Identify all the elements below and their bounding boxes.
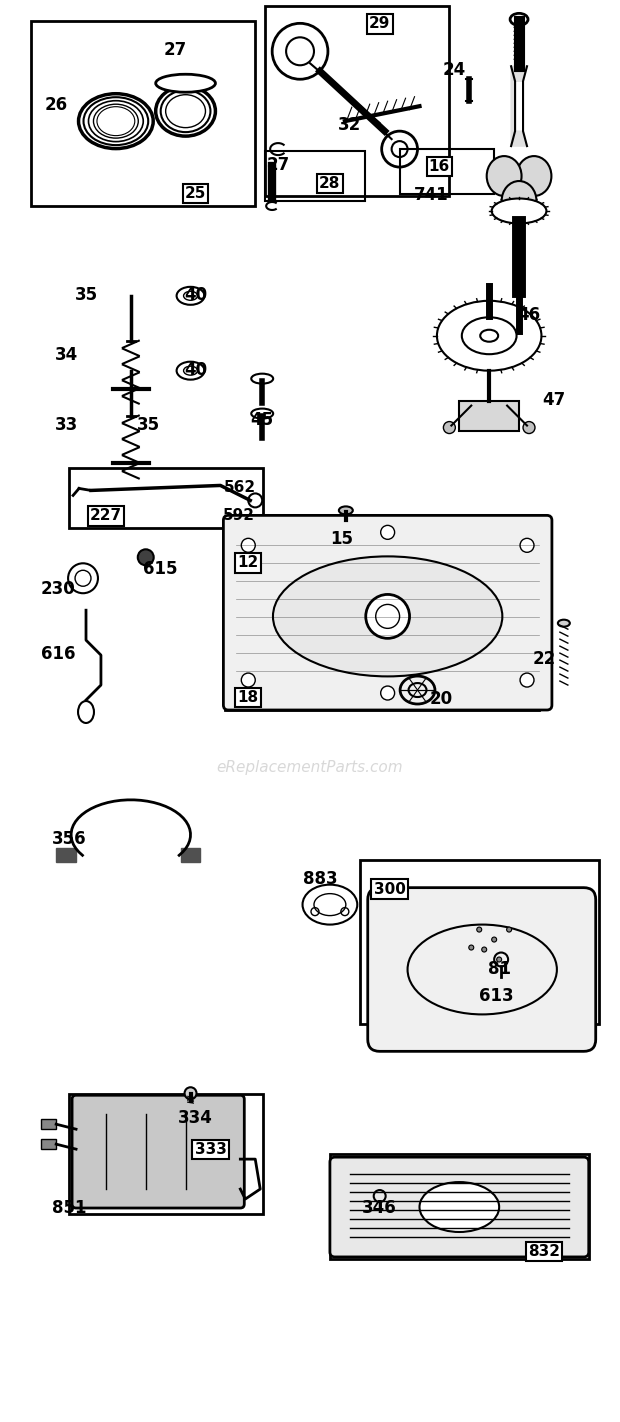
Text: 15: 15 bbox=[330, 530, 353, 549]
Text: 12: 12 bbox=[237, 556, 259, 570]
Bar bbox=[41, 1139, 56, 1149]
Bar bbox=[330, 1155, 589, 1258]
Circle shape bbox=[366, 594, 410, 638]
Text: 28: 28 bbox=[319, 176, 340, 191]
Text: 45: 45 bbox=[250, 411, 274, 428]
Ellipse shape bbox=[487, 156, 521, 196]
Text: 230: 230 bbox=[41, 580, 76, 599]
Text: 46: 46 bbox=[518, 306, 541, 324]
Text: 300: 300 bbox=[374, 882, 405, 897]
Circle shape bbox=[469, 946, 474, 950]
Ellipse shape bbox=[273, 556, 502, 677]
Text: 29: 29 bbox=[369, 17, 391, 31]
Ellipse shape bbox=[251, 374, 273, 384]
Bar bbox=[265, 6, 450, 196]
Circle shape bbox=[497, 957, 502, 963]
Text: eReplacementParts.com: eReplacementParts.com bbox=[216, 761, 404, 775]
Ellipse shape bbox=[303, 884, 357, 924]
Text: 613: 613 bbox=[479, 987, 513, 1005]
Circle shape bbox=[381, 525, 394, 539]
Text: 27: 27 bbox=[267, 156, 290, 173]
Text: 34: 34 bbox=[55, 346, 78, 364]
FancyBboxPatch shape bbox=[330, 1158, 589, 1257]
Circle shape bbox=[477, 927, 482, 931]
Text: 334: 334 bbox=[178, 1109, 213, 1128]
Polygon shape bbox=[511, 67, 527, 146]
Circle shape bbox=[492, 937, 497, 941]
Bar bbox=[265, 151, 365, 201]
Polygon shape bbox=[180, 848, 200, 862]
Text: 40: 40 bbox=[184, 361, 207, 378]
Text: 851: 851 bbox=[52, 1199, 86, 1217]
Ellipse shape bbox=[420, 1182, 499, 1231]
Text: 18: 18 bbox=[237, 690, 259, 705]
Text: 26: 26 bbox=[45, 97, 68, 114]
Text: 616: 616 bbox=[41, 646, 76, 663]
Circle shape bbox=[241, 539, 255, 552]
Text: 47: 47 bbox=[542, 391, 565, 408]
Ellipse shape bbox=[492, 199, 546, 223]
Circle shape bbox=[138, 549, 154, 566]
FancyBboxPatch shape bbox=[368, 887, 596, 1051]
Circle shape bbox=[241, 673, 255, 687]
Bar bbox=[400, 149, 494, 193]
Bar bbox=[69, 1095, 264, 1214]
FancyBboxPatch shape bbox=[223, 515, 552, 710]
Text: 20: 20 bbox=[430, 690, 453, 708]
Circle shape bbox=[482, 947, 487, 951]
Circle shape bbox=[381, 685, 394, 700]
Text: 32: 32 bbox=[338, 117, 361, 134]
Bar bbox=[41, 1119, 56, 1129]
Text: 883: 883 bbox=[303, 870, 337, 887]
Bar bbox=[360, 860, 599, 1024]
Text: 81: 81 bbox=[488, 960, 511, 977]
Circle shape bbox=[443, 421, 455, 434]
Ellipse shape bbox=[510, 13, 528, 26]
Bar bbox=[226, 520, 539, 710]
Ellipse shape bbox=[437, 301, 541, 371]
Bar bbox=[31, 21, 255, 206]
Text: 16: 16 bbox=[429, 159, 450, 173]
Ellipse shape bbox=[516, 156, 551, 196]
Text: 33: 33 bbox=[55, 415, 78, 434]
Text: 35: 35 bbox=[137, 415, 161, 434]
Text: 35: 35 bbox=[74, 286, 97, 304]
Ellipse shape bbox=[251, 408, 273, 418]
Circle shape bbox=[520, 539, 534, 552]
Bar bbox=[69, 468, 264, 529]
Circle shape bbox=[185, 1088, 197, 1099]
Text: 592: 592 bbox=[223, 509, 254, 523]
Text: 227: 227 bbox=[90, 509, 122, 523]
Text: 40: 40 bbox=[184, 286, 207, 304]
Text: 22: 22 bbox=[533, 650, 556, 668]
Ellipse shape bbox=[502, 181, 536, 220]
Bar bbox=[459, 401, 519, 431]
Text: 832: 832 bbox=[528, 1244, 560, 1258]
FancyBboxPatch shape bbox=[72, 1095, 244, 1209]
Circle shape bbox=[520, 673, 534, 687]
Text: 333: 333 bbox=[195, 1142, 226, 1158]
Text: 24: 24 bbox=[443, 61, 466, 80]
Text: 741: 741 bbox=[414, 186, 449, 203]
Ellipse shape bbox=[339, 506, 353, 515]
Text: 615: 615 bbox=[143, 560, 178, 579]
Circle shape bbox=[523, 421, 535, 434]
Text: 27: 27 bbox=[164, 41, 187, 60]
Polygon shape bbox=[56, 848, 76, 862]
Circle shape bbox=[376, 604, 400, 629]
Text: 25: 25 bbox=[185, 186, 206, 201]
Text: 562: 562 bbox=[224, 481, 257, 495]
Text: 346: 346 bbox=[362, 1199, 397, 1217]
Ellipse shape bbox=[558, 620, 570, 627]
Ellipse shape bbox=[156, 74, 215, 92]
Circle shape bbox=[507, 927, 511, 931]
Text: 356: 356 bbox=[52, 830, 86, 848]
